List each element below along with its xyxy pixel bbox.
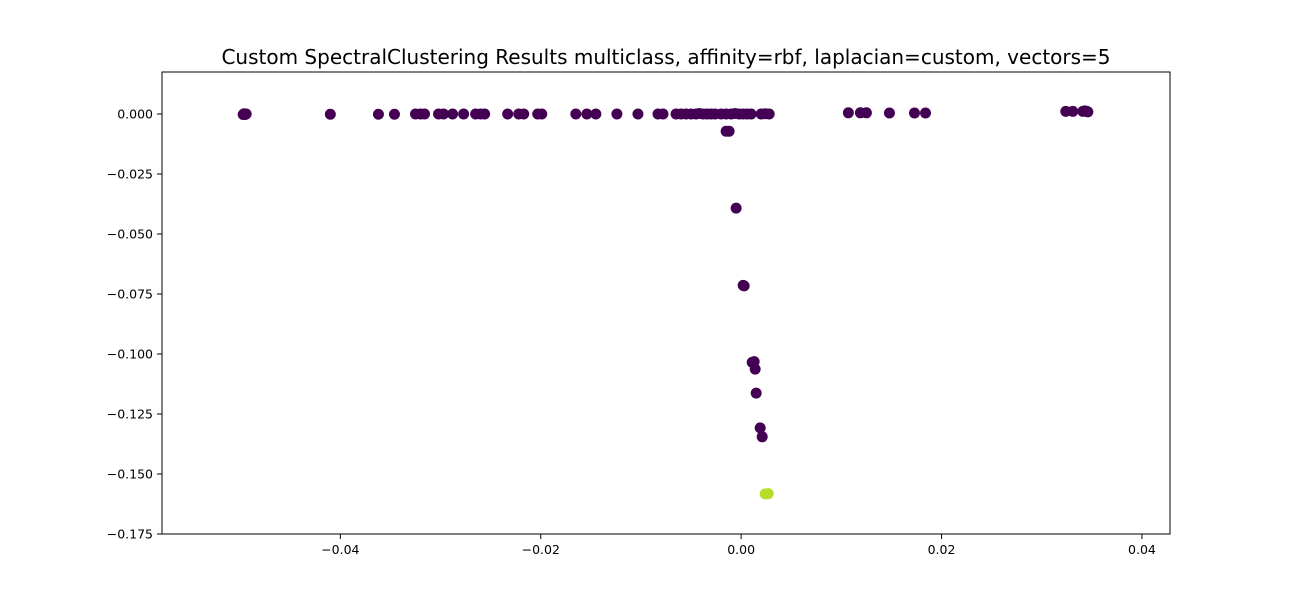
data-point — [883, 107, 895, 119]
data-point — [1082, 106, 1094, 118]
data-point — [738, 280, 750, 292]
data-point — [388, 108, 400, 120]
data-point — [372, 108, 384, 120]
data-point — [756, 431, 768, 443]
data-point — [762, 488, 774, 500]
x-tick-label: 0.02 — [928, 542, 956, 557]
data-point — [447, 108, 459, 120]
data-point — [632, 108, 644, 120]
data-point — [763, 108, 775, 120]
data-point — [920, 107, 932, 119]
data-point — [1067, 105, 1079, 117]
points-layer — [237, 105, 1094, 500]
data-point — [502, 108, 514, 120]
data-point — [419, 108, 431, 120]
data-point — [581, 108, 593, 120]
data-point — [438, 108, 450, 120]
y-tick-label: −0.125 — [107, 407, 153, 422]
data-point — [570, 108, 582, 120]
chart-title: Custom SpectralClustering Results multic… — [221, 45, 1110, 69]
x-tick-label: 0.04 — [1128, 542, 1156, 557]
plot-frame — [161, 71, 1171, 535]
data-point — [750, 387, 762, 399]
data-point — [458, 108, 470, 120]
x-tick-label: −0.04 — [321, 542, 359, 557]
data-point — [754, 422, 766, 434]
y-tick-label: −0.050 — [107, 227, 153, 242]
data-point — [842, 107, 854, 119]
data-point — [749, 363, 761, 375]
y-tick-label: 0.000 — [117, 107, 153, 122]
x-axis: −0.04 −0.02 0.00 0.02 0.04 — [321, 534, 1156, 557]
y-axis: 0.000 −0.025 −0.050 −0.075 −0.100 −0.125 −0.15… — [107, 107, 162, 542]
data-point — [730, 202, 742, 214]
y-tick-label: −0.075 — [107, 287, 153, 302]
data-point — [590, 108, 602, 120]
data-point — [908, 107, 920, 119]
y-tick-label: −0.100 — [107, 347, 153, 362]
data-point — [536, 108, 548, 120]
data-point — [745, 108, 757, 120]
data-point — [479, 108, 491, 120]
x-tick-label: 0.00 — [727, 542, 755, 557]
y-tick-label: −0.150 — [107, 467, 153, 482]
data-point — [860, 107, 872, 119]
y-tick-label: −0.025 — [107, 167, 153, 182]
data-point — [723, 125, 735, 137]
x-tick-label: −0.02 — [522, 542, 560, 557]
data-point — [611, 108, 623, 120]
y-tick-label: −0.175 — [107, 527, 153, 542]
data-point — [657, 108, 669, 120]
data-point — [240, 108, 252, 120]
data-point — [518, 108, 530, 120]
data-point — [324, 108, 336, 120]
